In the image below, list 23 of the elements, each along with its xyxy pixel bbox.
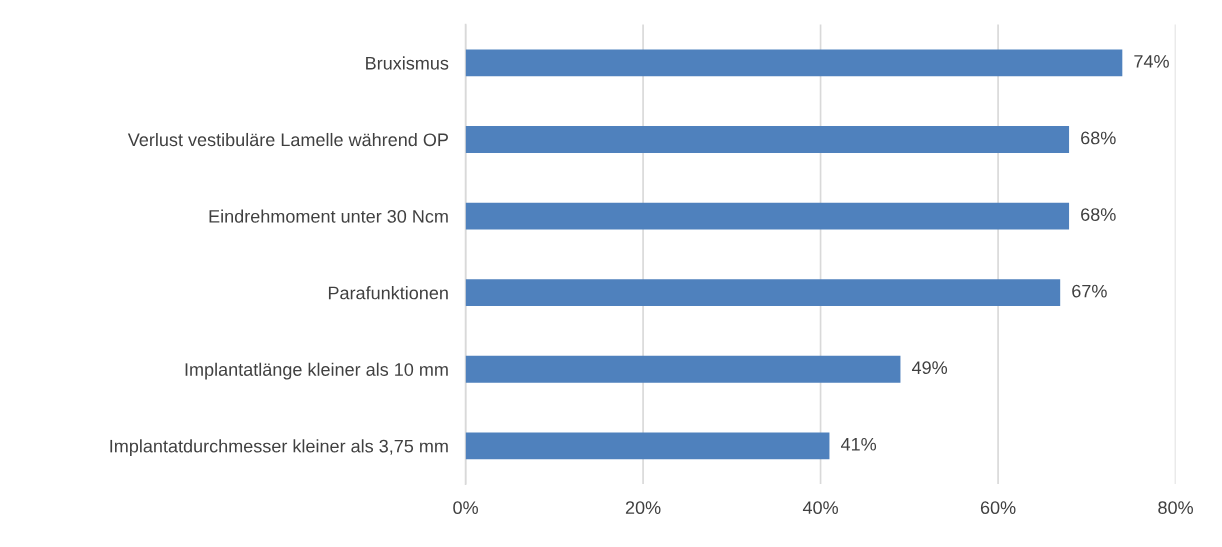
x-tick-label: 20% [625, 501, 661, 515]
y-tick-label: Parafunktionen [328, 286, 448, 300]
data-label: 68% [1081, 208, 1116, 221]
y-tick-label: Bruxismus [366, 56, 449, 70]
y-tick-label: Implantatlänge kleiner als 10 mm [185, 362, 448, 380]
data-label: 67% [1072, 284, 1107, 298]
data-label: 49% [911, 361, 948, 375]
bar [465, 279, 1061, 307]
y-tick-label: Eindrehmoment unter 30 Ncm [209, 209, 448, 223]
bar [465, 432, 830, 460]
bar [465, 355, 901, 383]
x-tick-label: 80% [1158, 501, 1193, 515]
data-label: 41% [840, 437, 877, 451]
x-tick-label: 60% [980, 501, 1016, 515]
y-tick-label: Verlust vestibuläre Lamelle während OP [127, 132, 448, 147]
data-label: 68% [1081, 131, 1116, 145]
bar [465, 202, 1070, 230]
x-tick-label: 40% [802, 501, 838, 515]
bar [465, 49, 1123, 77]
y-tick-label: Implantatdurchmesser kleiner als 3,75 mm [110, 439, 448, 457]
data-label: 74% [1134, 55, 1169, 68]
x-tick-label: 0% [453, 501, 478, 515]
bar [465, 126, 1070, 153]
